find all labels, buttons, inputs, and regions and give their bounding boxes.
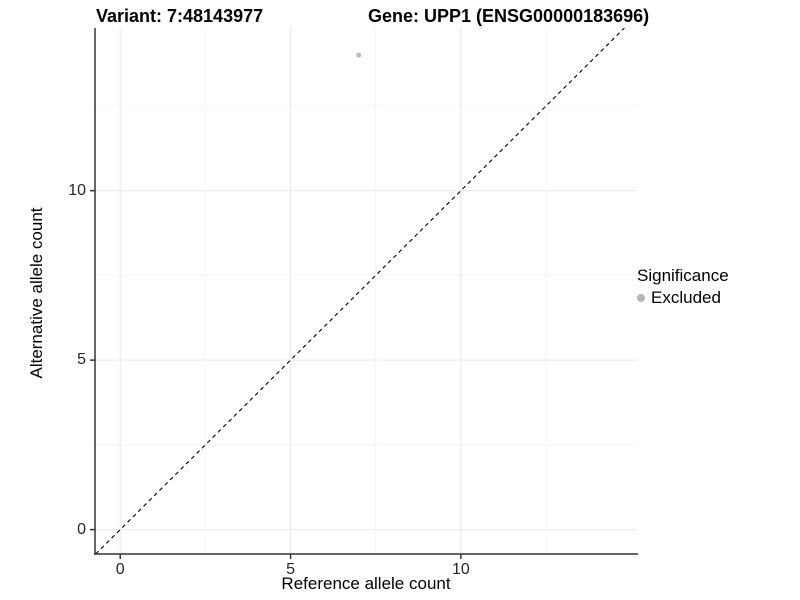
- y-tick-label: 5: [77, 351, 86, 369]
- x-tick-label: 5: [286, 561, 295, 578]
- x-tick-label: 0: [115, 561, 125, 578]
- variant-title: Variant: 7:48143977: [96, 6, 264, 26]
- legend: Significance Excluded: [637, 266, 729, 308]
- y-tick-label: 0: [77, 520, 86, 538]
- legend-title: Significance: [637, 266, 729, 285]
- gene-title: Gene: UPP1 (ENSG00000183696): [368, 6, 650, 26]
- data-point: [356, 52, 362, 58]
- legend-item-label: Excluded: [651, 288, 721, 307]
- legend-item-excluded: Excluded: [637, 288, 729, 308]
- y-axis-title: Alternative allele count: [27, 207, 46, 379]
- identity-line: [95, 27, 625, 555]
- y-tick-label: 10: [68, 181, 86, 199]
- excluded-marker-icon: [637, 294, 645, 302]
- x-tick-label: 10: [451, 561, 470, 578]
- x-axis-title: Reference allele count: [281, 574, 451, 593]
